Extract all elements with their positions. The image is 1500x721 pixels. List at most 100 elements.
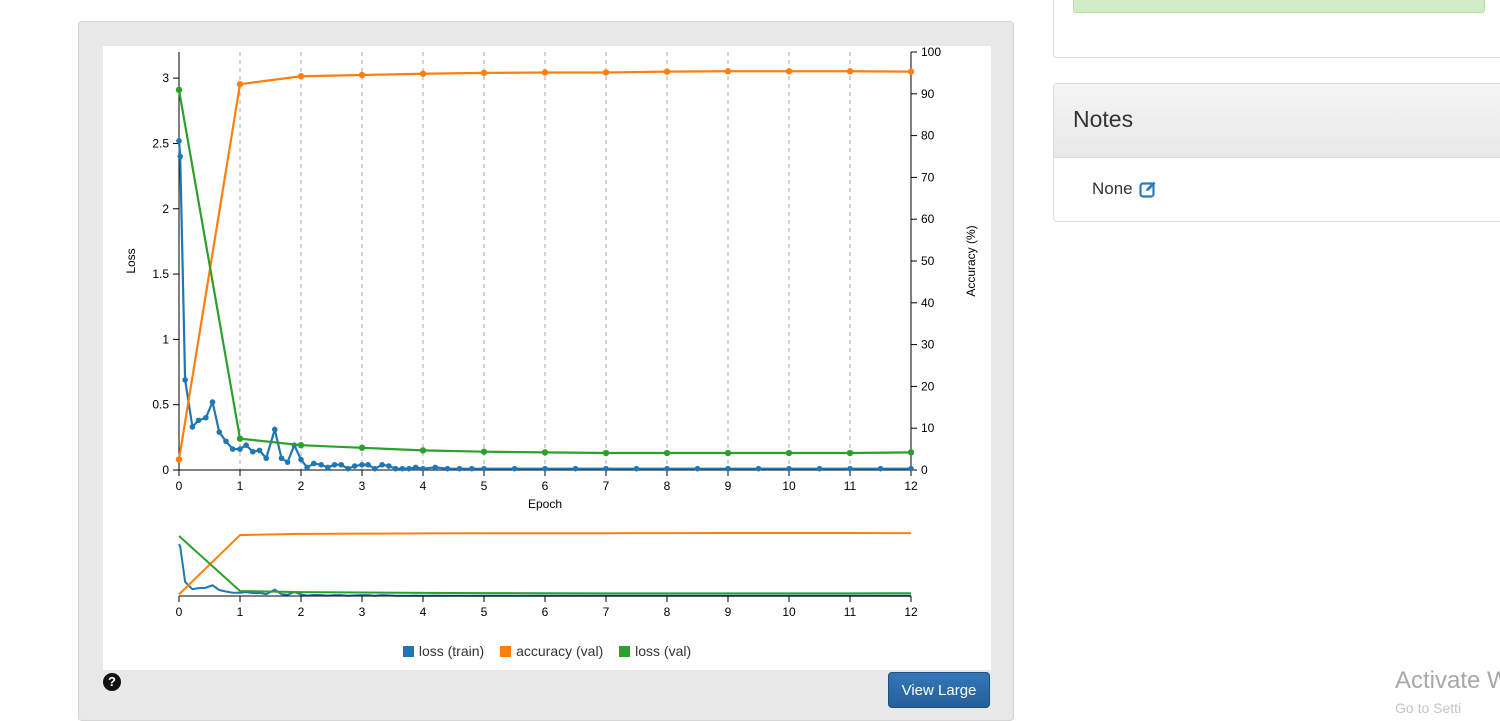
data-point bbox=[182, 377, 188, 383]
data-point bbox=[572, 465, 579, 472]
overview-x-tick-label: 7 bbox=[603, 605, 610, 619]
data-point bbox=[663, 68, 671, 75]
overview-chart: 0 1 2 3 4 5 6 7 8 9 10 11 12 bbox=[176, 532, 918, 619]
data-point bbox=[541, 69, 549, 76]
data-point bbox=[359, 461, 365, 468]
data-point bbox=[663, 449, 671, 457]
top-right-panel bbox=[1053, 0, 1500, 58]
y-right-tick-label: 80 bbox=[921, 129, 935, 143]
data-point bbox=[331, 461, 338, 468]
data-point bbox=[256, 447, 263, 454]
legend-label: loss (train) bbox=[418, 643, 485, 659]
data-point bbox=[444, 465, 451, 472]
data-point bbox=[816, 465, 823, 472]
data-point bbox=[877, 465, 884, 472]
overview-x-tick-label: 9 bbox=[725, 605, 732, 619]
data-point bbox=[907, 68, 915, 75]
legend-swatch bbox=[619, 646, 631, 657]
overview-x-tick-label: 2 bbox=[298, 605, 305, 619]
y-right-tick-label: 0 bbox=[921, 463, 928, 477]
data-point bbox=[358, 71, 366, 79]
overview-series-line bbox=[178, 543, 911, 597]
data-point bbox=[908, 465, 914, 472]
x-tick-label: 2 bbox=[298, 479, 305, 493]
legend-label: loss (val) bbox=[635, 643, 692, 659]
data-point bbox=[412, 464, 419, 471]
series-1 bbox=[175, 68, 915, 463]
data-point bbox=[297, 73, 305, 80]
y-left-tick-label: 2 bbox=[162, 202, 169, 216]
data-point bbox=[203, 414, 209, 421]
legend-label: accuracy (val) bbox=[516, 643, 604, 659]
data-point bbox=[432, 464, 439, 471]
data-point bbox=[351, 463, 358, 469]
notes-value: None bbox=[1092, 179, 1133, 198]
data-point bbox=[541, 449, 549, 456]
data-point bbox=[694, 465, 701, 472]
data-point bbox=[229, 446, 236, 452]
legend-item-accuracy-val[interactable]: accuracy (val) bbox=[500, 643, 603, 659]
plot-area: 0 1 2 3 4 5 6 7 8 9 10 11 12 0 0.5 1 1.5 2 2.5 3 0 10 20 30 40 50… bbox=[103, 46, 991, 670]
view-large-button[interactable]: View Large bbox=[888, 672, 990, 708]
data-point bbox=[223, 438, 229, 445]
data-point bbox=[263, 455, 270, 462]
data-point bbox=[318, 461, 324, 468]
x-tick-label: 9 bbox=[725, 479, 732, 493]
overview-x-tick-label: 4 bbox=[420, 605, 427, 619]
data-point bbox=[209, 399, 216, 405]
data-point bbox=[724, 449, 732, 457]
x-axis-label: Epoch bbox=[528, 497, 562, 511]
data-point bbox=[237, 446, 243, 452]
y-right-tick-label: 10 bbox=[921, 421, 935, 435]
data-point bbox=[456, 465, 463, 472]
question-circle-icon[interactable]: ? bbox=[103, 673, 121, 691]
data-point bbox=[469, 465, 475, 472]
data-point bbox=[846, 68, 854, 75]
legend-item-loss-train[interactable]: loss (train) bbox=[402, 643, 485, 659]
data-point bbox=[603, 465, 609, 472]
data-point bbox=[297, 441, 305, 449]
legend-item-loss-val[interactable]: loss (val) bbox=[619, 643, 691, 659]
notes-panel: Notes None bbox=[1053, 83, 1500, 222]
y-right-tick-label: 40 bbox=[921, 296, 935, 310]
x-tick-label: 8 bbox=[664, 479, 671, 493]
y-right-tick-label: 70 bbox=[921, 170, 935, 184]
x-tick-label: 12 bbox=[904, 479, 918, 493]
data-point bbox=[785, 449, 793, 457]
overview-x-tick-label: 10 bbox=[782, 605, 796, 619]
data-point bbox=[420, 465, 426, 472]
progress-bar bbox=[1073, 0, 1485, 13]
data-point bbox=[392, 465, 399, 472]
data-point bbox=[304, 464, 310, 471]
data-point bbox=[311, 460, 317, 467]
data-point bbox=[786, 465, 792, 472]
data-point bbox=[236, 435, 244, 442]
data-point bbox=[755, 465, 762, 472]
data-point bbox=[419, 70, 427, 77]
data-point bbox=[406, 465, 412, 472]
legend: loss (train) accuracy (val) loss (val) bbox=[103, 643, 991, 659]
legend-swatch bbox=[500, 646, 512, 657]
data-point bbox=[250, 448, 256, 455]
training-chart: 0 1 2 3 4 5 6 7 8 9 10 11 1200.511.522.5301020304050… bbox=[124, 46, 978, 619]
y-right-axis-label: Accuracy (%) bbox=[964, 225, 978, 296]
x-tick-label: 6 bbox=[542, 479, 549, 493]
data-point bbox=[372, 465, 378, 472]
overview-x-tick-label: 3 bbox=[359, 605, 366, 619]
data-point bbox=[175, 86, 183, 94]
data-point bbox=[847, 465, 853, 472]
data-point bbox=[195, 417, 202, 424]
y-left-tick-label: 3 bbox=[162, 71, 169, 85]
data-point bbox=[236, 80, 244, 88]
y-left-tick-label: 0 bbox=[162, 463, 169, 477]
legend-swatch bbox=[402, 646, 414, 657]
data-point bbox=[175, 456, 183, 463]
y-right-tick-label: 60 bbox=[921, 212, 935, 226]
overview-x-tick-label: 8 bbox=[664, 605, 671, 619]
data-point bbox=[724, 68, 732, 75]
data-point bbox=[481, 465, 487, 472]
data-point bbox=[271, 426, 278, 433]
overview-x-tick-label: 12 bbox=[904, 605, 918, 619]
y-right-tick-label: 30 bbox=[921, 338, 935, 352]
edit-icon[interactable] bbox=[1139, 180, 1157, 198]
